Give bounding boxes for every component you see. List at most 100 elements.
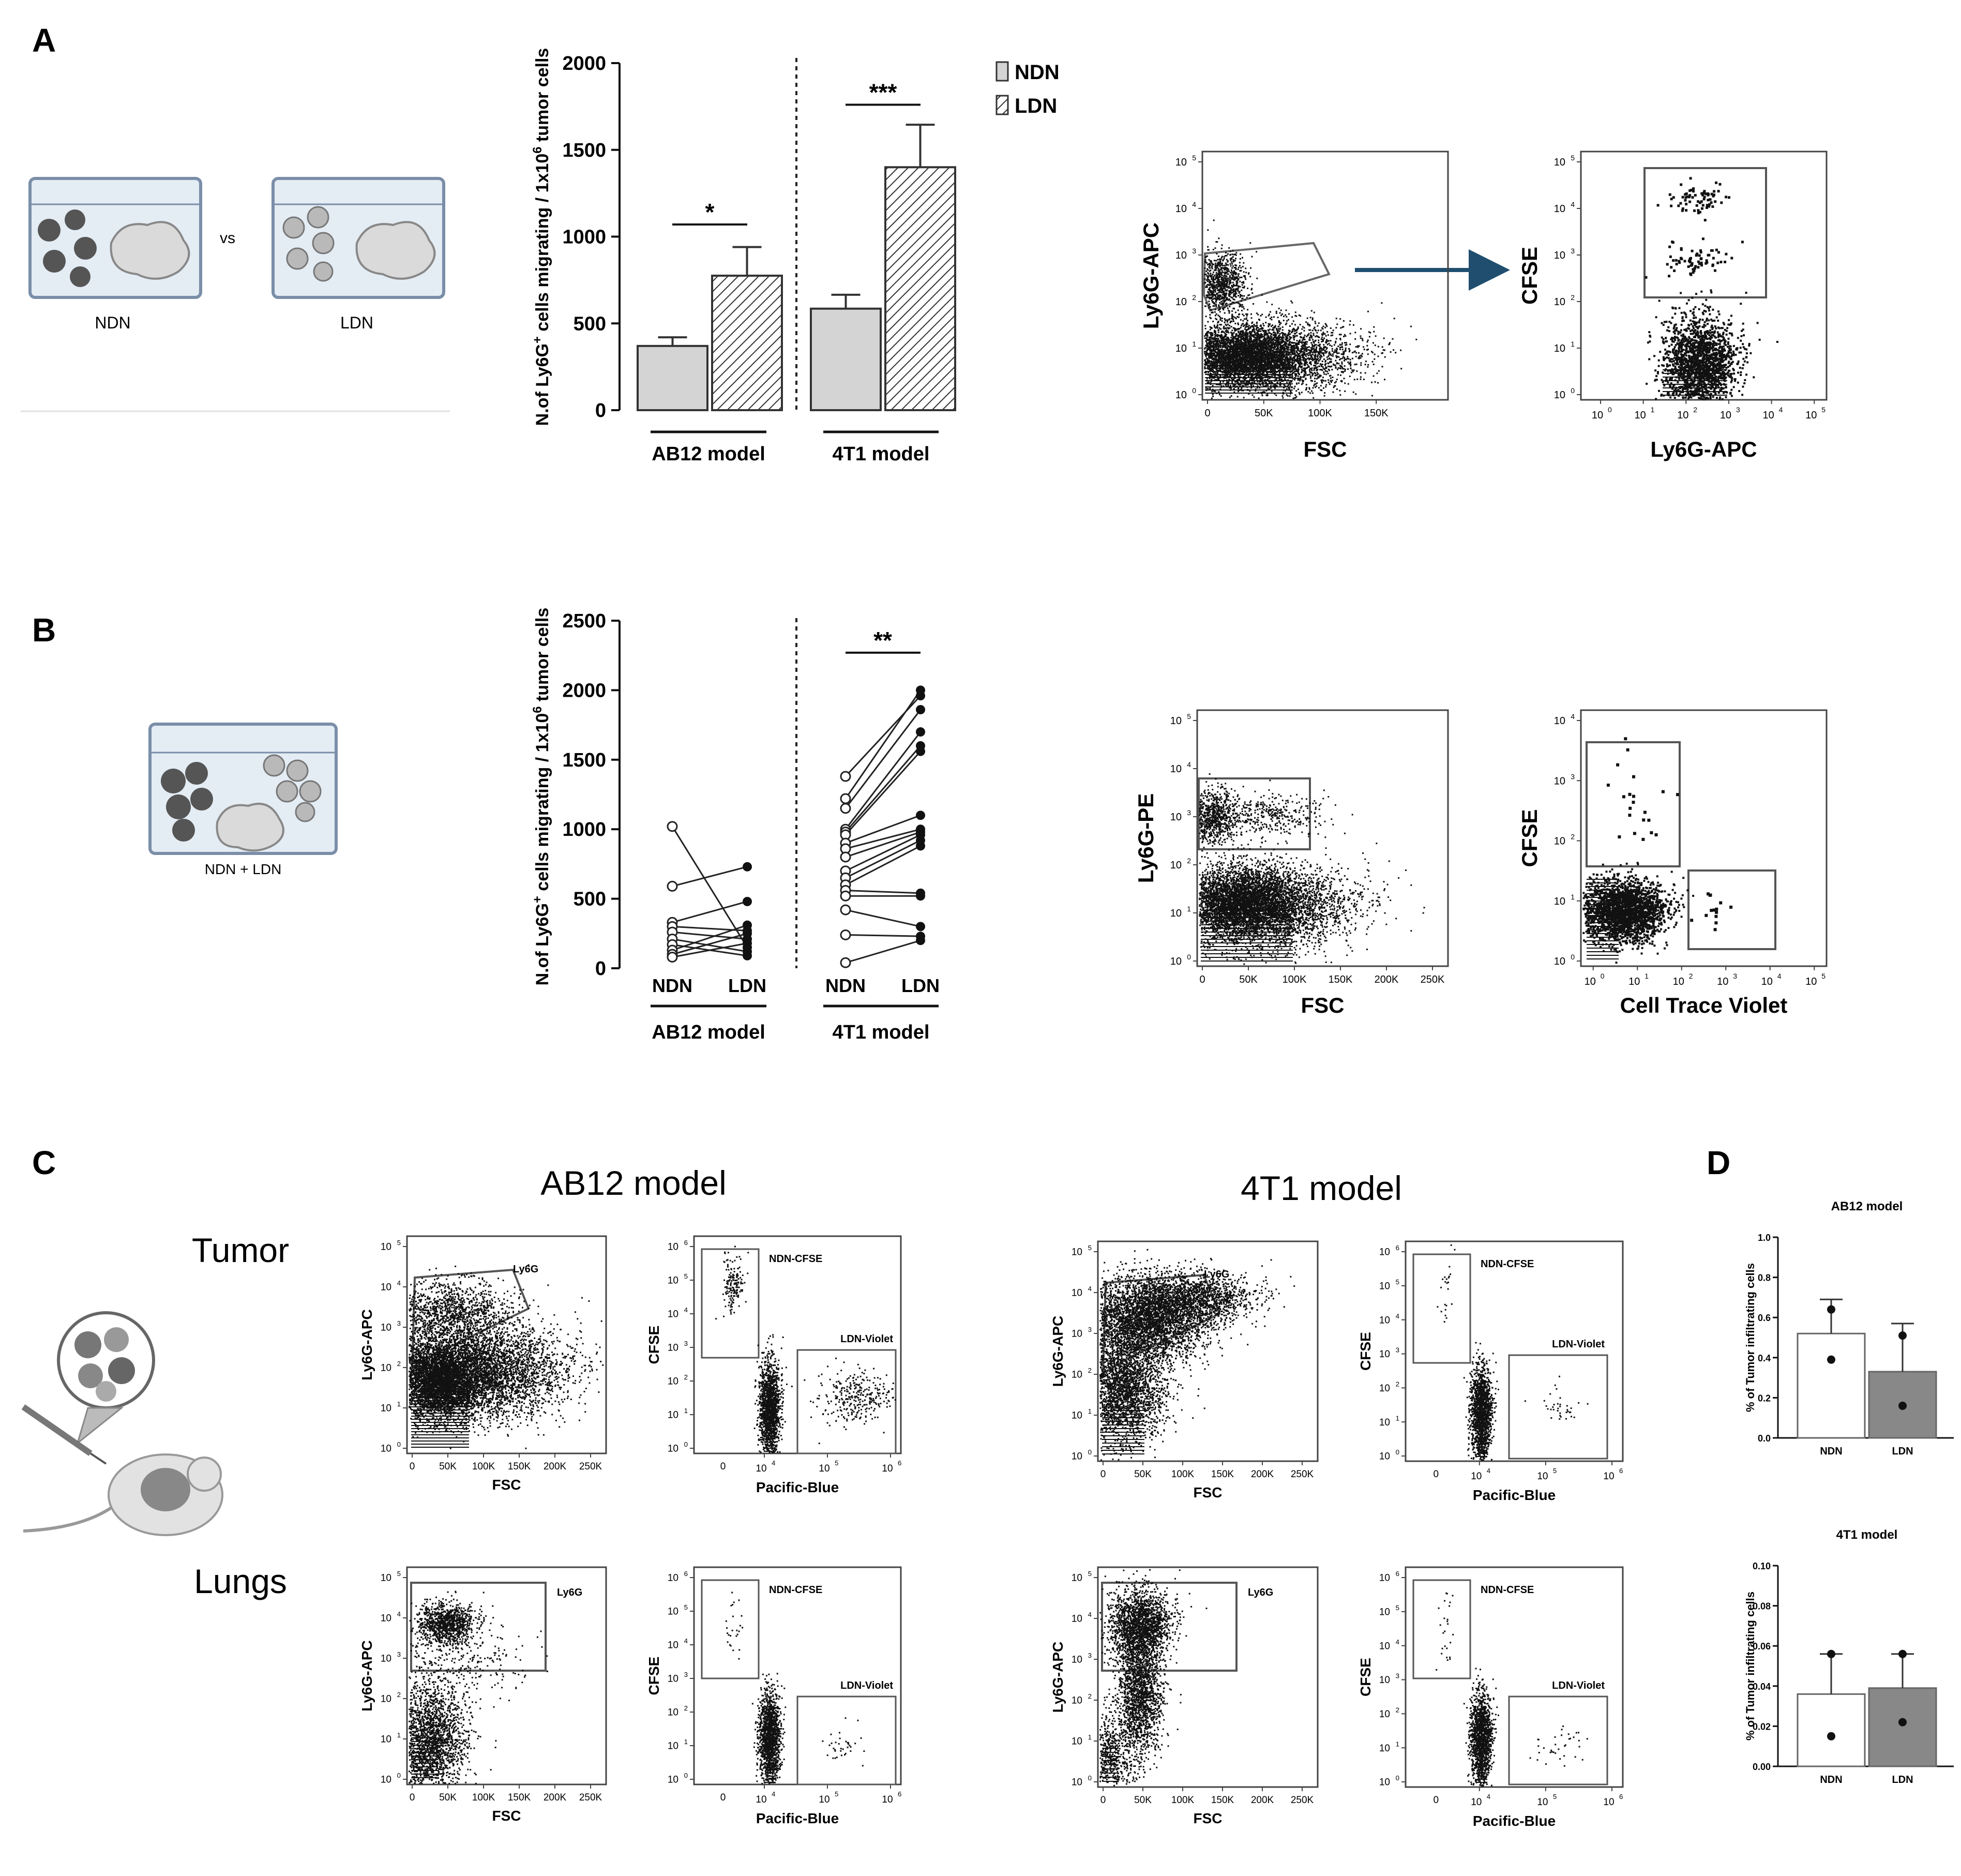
y-tick-label: 10 [1072, 1288, 1082, 1299]
y-tick-exponent: 1 [684, 1738, 688, 1746]
event-cloud [1436, 1592, 1454, 1671]
y-tick-exponent: 3 [684, 1340, 688, 1347]
y-tick-label: 10 [1379, 1247, 1390, 1258]
gate-rect [796, 1695, 897, 1785]
point-ldn [743, 928, 752, 938]
bar-ndn [1797, 1332, 1866, 1439]
event-cloud [725, 1592, 744, 1660]
bar-ndn [637, 344, 708, 411]
plot-frame [1196, 709, 1449, 967]
event-cloud [1582, 862, 1695, 964]
legend-swatch-ndn [995, 61, 1009, 82]
y-tick-exponent: 4 [1571, 200, 1575, 208]
plot-frame [1580, 709, 1828, 967]
y-tick-label: 10 [668, 1707, 678, 1718]
event-cloud [409, 1590, 494, 1662]
y-tick-label: 10 [1072, 1655, 1082, 1665]
gate-rect [410, 1582, 547, 1672]
x-tick-label: 100K [1171, 1795, 1195, 1806]
y-tick-label: 0.0 [1758, 1433, 1771, 1444]
group-label: AB12 model [652, 443, 765, 465]
panel-letter-a: A [32, 22, 56, 59]
pair-line [672, 938, 748, 953]
point-ndn [840, 904, 851, 916]
gate-label-ndn: NDN-CFSE [1481, 1258, 1534, 1270]
point-ndn [667, 880, 678, 892]
x-tick-label: 10 [1677, 410, 1688, 421]
y-axis-label: CFSE [646, 1657, 662, 1695]
pair-line [844, 731, 922, 830]
y-tick-label: 10 [1554, 203, 1565, 215]
y-tick-label: 10 [1175, 296, 1187, 308]
y-tick-exponent: 0 [1192, 386, 1196, 395]
compensation-lines [1201, 910, 1293, 962]
gate-rect [1687, 869, 1776, 950]
x-category-label: LDN [1892, 1774, 1913, 1785]
flow-plot-c2: 10 0 10 1 10 2 10 3 10 4 10 5 10 6 0 10 4 10 5 10 6 CFSE Pacif… [646, 1235, 902, 1495]
y-tick-label: 0.10 [1753, 1561, 1771, 1571]
y-tick-exponent: 4 [397, 1279, 401, 1287]
compensation-lines [1587, 879, 1619, 959]
y-tick-exponent: 4 [1396, 1638, 1399, 1646]
event-cloud [1204, 219, 1263, 335]
y-tick-label: 10 [1554, 896, 1565, 907]
y-tick-label: 0.04 [1753, 1682, 1771, 1692]
legend-label-ldn: LDN [1015, 95, 1057, 117]
flow-layer: 10 010 110 210 310 410 50 50K 100K 150KLy6G-APCFS… [359, 151, 1828, 1829]
y-tick-label: 0.06 [1753, 1641, 1771, 1652]
plot-frame [406, 1566, 607, 1785]
point-ndn [840, 771, 851, 782]
y-tick-exponent: 0 [684, 1440, 688, 1448]
pair-line [845, 831, 921, 858]
event-cloud [1099, 1695, 1146, 1787]
y-tick-label: 500 [574, 889, 606, 910]
y-tick-label: 10 [668, 1741, 678, 1752]
x-tick-exponent: 0 [1601, 972, 1605, 980]
pair-line [845, 839, 921, 879]
flow-plot-c7: 10 0 10 1 10 2 10 3 10 4 10 5 0 50K 100K 150K 200K 250K Ly… [1050, 1566, 1319, 1826]
point-ndn [840, 851, 851, 863]
y-tick-label: 10 [668, 1674, 678, 1685]
plot-frame [1405, 1566, 1624, 1788]
y-tick-label: 0.8 [1758, 1273, 1771, 1283]
x-tick-label: 10 [756, 1794, 766, 1805]
y-axis-label: Ly6G-PE [1134, 793, 1158, 883]
y-tick-label: 10 [668, 1573, 678, 1584]
y-tick-exponent: 1 [397, 1731, 401, 1739]
x-tick-label: 150K [1364, 408, 1389, 419]
x-tick-label: 10 [1537, 1797, 1548, 1808]
x-tick-exponent: 5 [1821, 972, 1826, 980]
compensation-lines [765, 1432, 776, 1452]
point-ndn [840, 929, 851, 940]
data-point [1898, 1401, 1907, 1410]
event-cloud [1099, 1249, 1257, 1409]
x-tick-label: 200K [1251, 1795, 1274, 1806]
x-tick-exponent: 2 [1689, 972, 1693, 980]
y-tick-exponent: 0 [1187, 953, 1191, 961]
compensation-lines [1477, 1763, 1487, 1783]
y-tick-exponent: 1 [1571, 893, 1575, 901]
pair-line [844, 751, 922, 835]
point-ndn [840, 793, 851, 804]
y-tick-label: 10 [381, 1694, 391, 1705]
y-tick-exponent: 1 [1088, 1733, 1092, 1741]
gate-label-ldn: LDN-Violet [840, 1333, 893, 1345]
data-point [1827, 1305, 1835, 1314]
y-tick-exponent: 2 [684, 1373, 688, 1381]
x-category-label: NDN [825, 975, 866, 996]
y-tick-exponent: 5 [1396, 1604, 1399, 1612]
y-tick-label: 10 [1379, 1451, 1390, 1462]
x-tick-label: 10 [1673, 976, 1684, 987]
y-tick-label: 1500 [562, 140, 606, 161]
x-tick-label: 0 [1100, 1469, 1106, 1480]
pair-line [672, 901, 748, 923]
compensation-lines [1205, 362, 1293, 394]
x-tick-label: 10 [1603, 1471, 1614, 1482]
y-tick-exponent: 5 [397, 1239, 401, 1247]
x-tick-label: 10 [882, 1794, 893, 1805]
y-tick-label: 0.4 [1758, 1353, 1771, 1363]
x-tick-label: 50K [1239, 974, 1258, 985]
point-ndn [840, 803, 851, 814]
y-axis-label: Ly6G-APC [359, 1309, 375, 1380]
gate-label-ndn: NDN-CFSE [769, 1584, 822, 1596]
